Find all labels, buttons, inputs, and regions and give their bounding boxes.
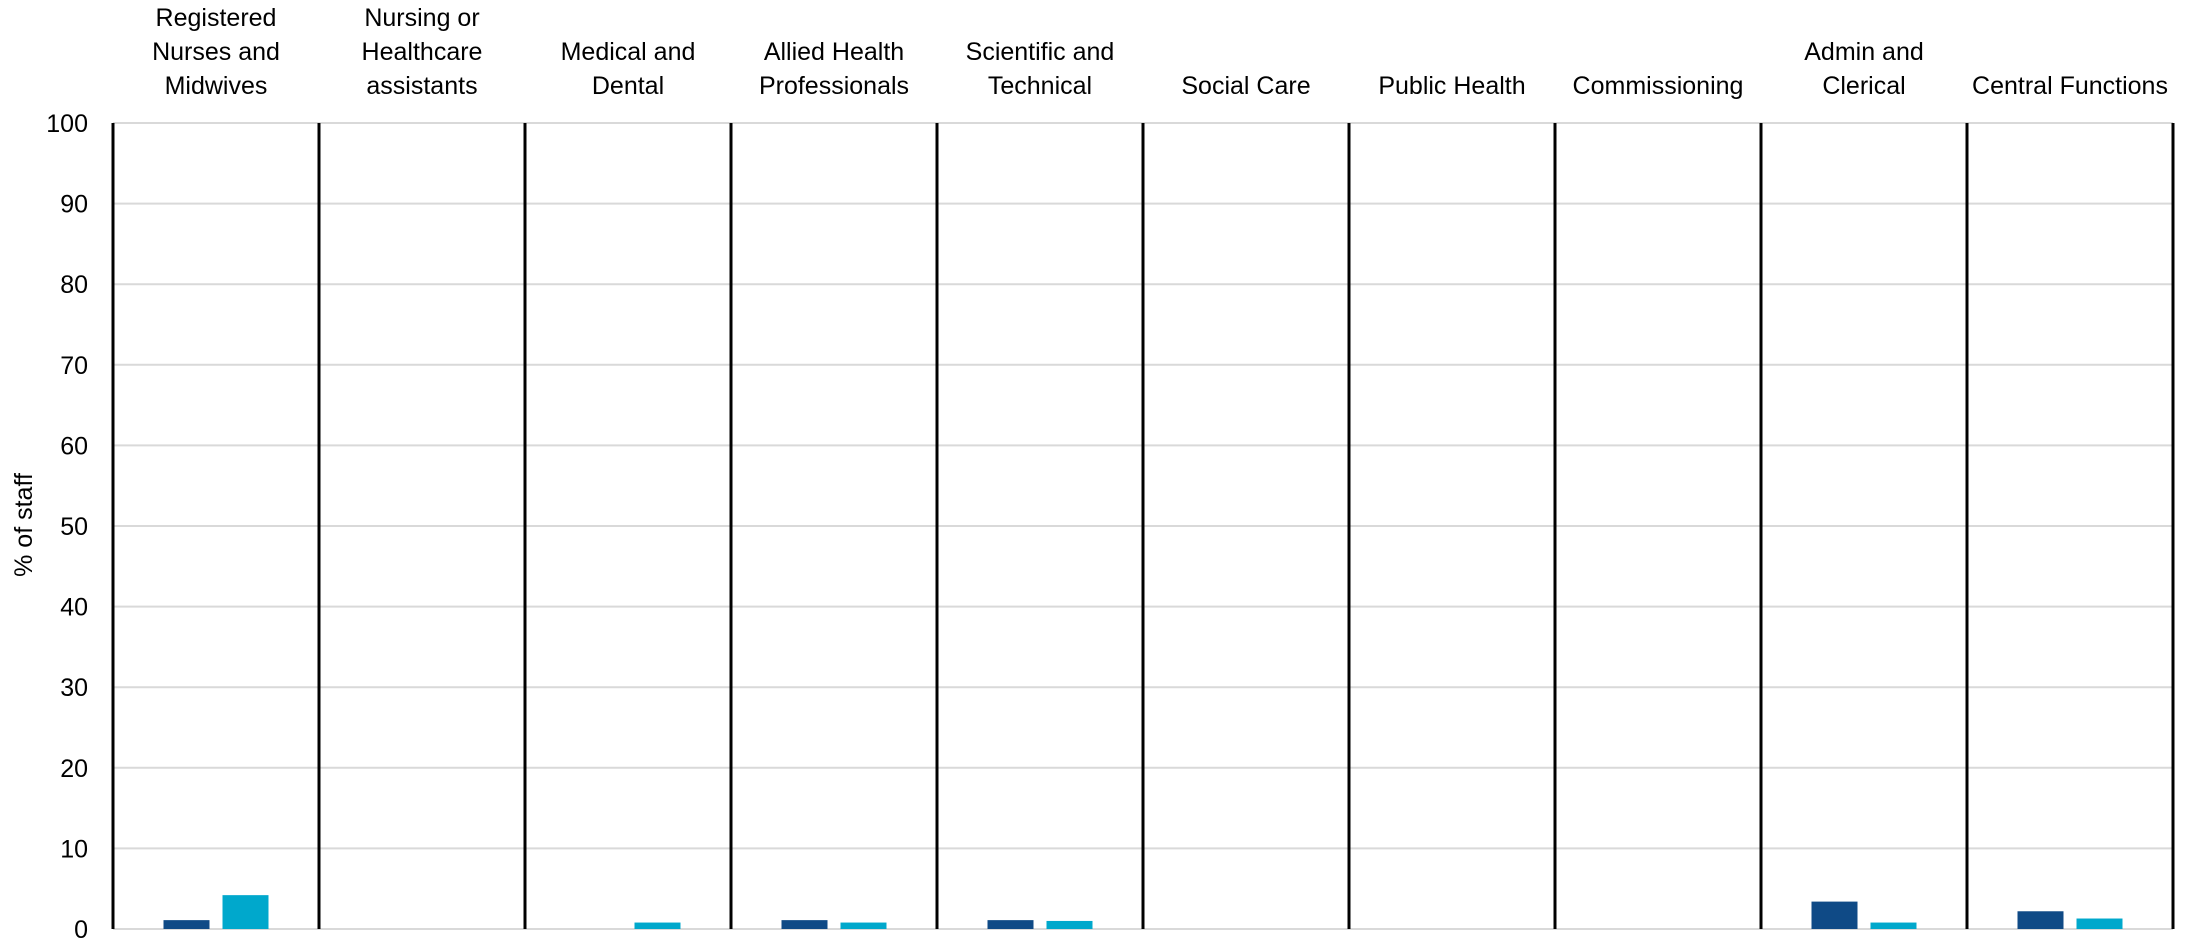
y-tick-labels: 0 10 20 30 40 50 60 70 80 90 100: [46, 110, 88, 943]
category-label-line: Allied Health: [764, 38, 904, 66]
y-tick-label: 40: [60, 594, 88, 622]
category-label-line: Technical: [988, 72, 1092, 100]
bar: [634, 922, 681, 929]
y-tick-label: 0: [74, 916, 88, 938]
category-label: Medical and Dental: [561, 38, 696, 100]
category-label-line: Professionals: [759, 72, 909, 100]
y-tick-label: 80: [60, 271, 88, 299]
category-label-line: Social Care: [1181, 72, 1310, 100]
y-tick-label: 100: [46, 110, 88, 138]
category-label: Public Health: [1378, 72, 1525, 100]
category-label-line: assistants: [366, 72, 477, 100]
bar: [222, 895, 269, 929]
category-label-line: Clerical: [1822, 72, 1905, 100]
category-label: Allied Health Professionals: [759, 38, 909, 100]
bar: [1046, 920, 1093, 929]
y-tick-label: 50: [60, 513, 88, 541]
category-label: Scientific and Technical: [966, 38, 1115, 100]
category-label: Nursing or Healthcare assistants: [362, 4, 483, 100]
category-dividers: [111, 123, 2175, 930]
category-label-line: Medical and: [561, 38, 696, 66]
bar: [2076, 918, 2123, 929]
bars: [163, 895, 2123, 929]
y-tick-label: 60: [60, 432, 88, 460]
category-label-line: Registered: [156, 4, 277, 32]
category-label-line: Public Health: [1378, 72, 1525, 100]
category-label-line: Healthcare: [362, 38, 483, 66]
bar: [781, 920, 828, 929]
category-label-line: Nurses and: [152, 38, 280, 66]
category-label-line: Commissioning: [1573, 72, 1744, 100]
category-label-line: Nursing or: [364, 4, 479, 32]
y-tick-label: 90: [60, 191, 88, 219]
category-label: Registered Nurses and Midwives: [152, 4, 280, 100]
category-label-line: Central Functions: [1972, 72, 2168, 100]
category-label-line: Admin and: [1804, 38, 1924, 66]
category-label-line: Dental: [592, 72, 664, 100]
y-axis-title: % of staff: [10, 473, 38, 577]
bar: [1870, 922, 1917, 929]
category-label: Commissioning: [1573, 72, 1744, 100]
bar: [2017, 911, 2064, 929]
bar: [163, 920, 210, 929]
y-tick-label: 70: [60, 352, 88, 380]
bar: [987, 920, 1034, 929]
category-label: Social Care: [1181, 72, 1310, 100]
y-tick-label: 20: [60, 755, 88, 783]
category-label: Admin and Clerical: [1804, 38, 1924, 100]
category-label: Central Functions: [1972, 72, 2168, 100]
category-label-line: Midwives: [165, 72, 268, 100]
category-labels: Registered Nurses and Midwives Nursing or He…: [152, 4, 2168, 100]
y-tick-label: 30: [60, 674, 88, 702]
bar: [1811, 901, 1858, 929]
y-tick-label: 10: [60, 835, 88, 863]
bar: [840, 922, 887, 929]
category-label-line: Scientific and: [966, 38, 1115, 66]
